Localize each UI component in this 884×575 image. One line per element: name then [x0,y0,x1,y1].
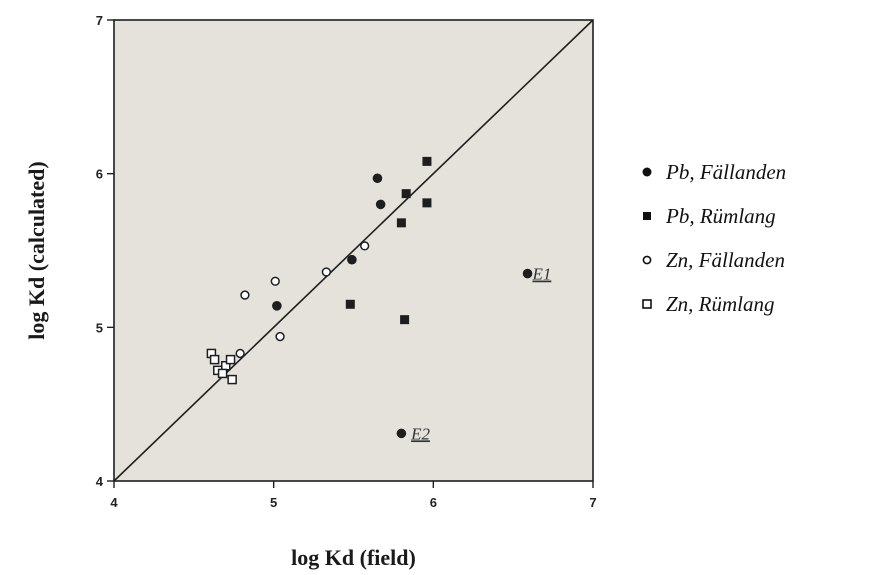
legend-item: Pb, Fällanden [640,150,786,194]
data-point [240,290,250,300]
filled-square-icon [640,206,666,226]
y-axis-title: log Kd (calculated) [24,161,49,339]
data-point [225,354,236,365]
legend-item: Zn, Rümlang [640,282,786,326]
data-point [372,173,383,184]
annotations: E1 E2 [410,265,551,444]
legend: Pb, Fällanden Pb, Rümlang Zn, Fällanden … [640,150,786,326]
y-tick-label: 5 [96,320,103,335]
diagonal-line [113,19,594,482]
data-point [400,315,410,325]
reference-line-group [113,19,594,482]
y-tick-label: 6 [96,167,103,182]
annotation-label: E2 [410,424,430,443]
data-point [272,301,282,311]
x-tick-label: 4 [110,495,118,510]
data-point [347,254,357,265]
data-point [345,299,355,309]
y-tick-label: 7 [96,13,103,28]
legend-label: Pb, Fällanden [666,159,787,184]
annotation-label: E1 [531,265,551,284]
legend-label: Zn, Rümlang [666,291,775,316]
data-point [522,268,533,279]
data-point [235,348,245,359]
data-point [360,241,370,251]
data-point [401,189,411,199]
data-point [209,354,220,365]
open-square-icon [640,294,666,314]
x-tick-label: 5 [270,495,277,510]
data-point [275,331,285,342]
open-circle-icon [640,250,666,270]
data-point [422,198,432,208]
legend-label: Zn, Fällanden [666,247,785,272]
x-tick-label: 7 [589,495,596,510]
legend-label: Pb, Rümlang [666,203,776,228]
data-point [227,374,237,385]
data-point [396,218,406,228]
x-axis-title: log Kd (field) [291,545,416,570]
data-point [321,267,332,277]
filled-circle-icon [640,162,666,182]
y-tick-label: 4 [96,474,104,489]
data-points [206,156,533,439]
data-point [422,156,432,166]
data-point [270,276,280,286]
data-point [375,199,386,210]
x-tick-label: 6 [430,495,437,510]
axis-ticks: 4 5 6 7 4 5 6 7 [96,13,597,510]
data-point [396,428,407,439]
legend-item: Zn, Fällanden [640,238,786,282]
data-point [217,368,228,379]
legend-item: Pb, Rümlang [640,194,786,238]
